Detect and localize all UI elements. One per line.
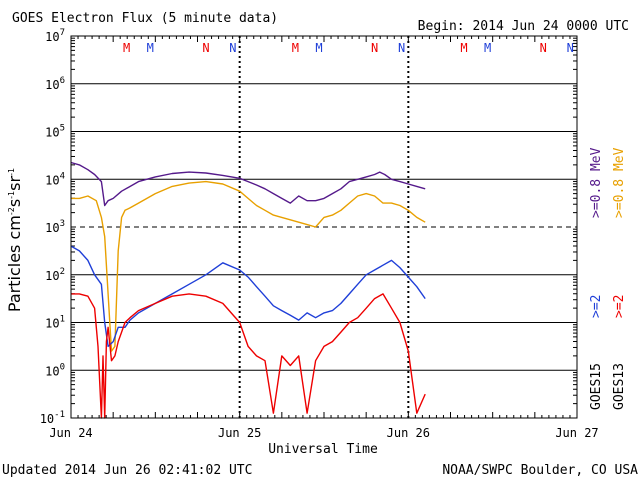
chart-title: GOES Electron Flux (5 minute data) xyxy=(12,11,278,26)
time-marker: M xyxy=(460,41,467,55)
grid xyxy=(71,36,577,418)
y-tick-label: 105 xyxy=(45,124,65,140)
x-tick-labels: Jun 24 Jun 25 Jun 26 Jun 27 xyxy=(49,426,598,440)
time-marker: M xyxy=(484,41,491,55)
y-tick-label: 104 xyxy=(45,171,65,187)
y-tick-label: 102 xyxy=(45,267,65,283)
time-marker: M xyxy=(147,41,154,55)
legend-entry: GOES13 xyxy=(612,363,627,410)
time-marker: N xyxy=(229,41,236,55)
time-marker: M xyxy=(315,41,322,55)
y-tick-label: 101 xyxy=(45,315,65,331)
y-tick-label: 100 xyxy=(45,362,65,378)
y-tick-labels: 107 106 105 104 103 102 101 100 10-1 xyxy=(40,28,65,426)
begin-label: Begin: 2014 Jun 24 0000 UTC xyxy=(418,19,629,34)
time-marker: N xyxy=(202,41,209,55)
y-axis-label: Particles cm-2s-1sr-1 xyxy=(5,168,24,312)
legend-entry: >=2 xyxy=(589,295,604,318)
legend-entry: >=0.8 MeV xyxy=(589,147,604,218)
x-tick-label: Jun 25 xyxy=(218,426,261,440)
time-marker: M xyxy=(292,41,299,55)
y-tick-label: 103 xyxy=(45,219,65,235)
credit-label: NOAA/SWPC Boulder, CO USA xyxy=(442,463,638,478)
x-tick-label: Jun 24 xyxy=(49,426,92,440)
x-tick-label: Jun 26 xyxy=(387,426,430,440)
legend-entry: GOES15 xyxy=(589,363,604,410)
x-tick-label: Jun 27 xyxy=(555,426,598,440)
time-marker: M xyxy=(123,41,130,55)
time-marker: N xyxy=(567,41,574,55)
x-axis-label: Universal Time xyxy=(268,442,378,457)
y-tick-label: 10-1 xyxy=(40,410,65,426)
time-marker: N xyxy=(371,41,378,55)
series-line xyxy=(70,161,426,207)
series-line xyxy=(71,180,426,352)
legend-entry: >=0.8 MeV xyxy=(612,147,627,218)
y-tick-label: 107 xyxy=(45,28,65,44)
plot-frame xyxy=(70,35,578,419)
legend-entry: >=2 xyxy=(612,295,627,318)
time-marker: N xyxy=(540,41,547,55)
series-line xyxy=(71,293,426,419)
y-tick-label: 106 xyxy=(45,76,65,92)
time-marker: N xyxy=(398,41,405,55)
updated-label: Updated 2014 Jun 26 02:41:02 UTC xyxy=(2,463,252,478)
series-line xyxy=(70,245,426,348)
series-layer xyxy=(70,161,426,419)
legend: >=0.8 MeV >=0.8 MeV >=2 >=2 GOES15 GOES13 xyxy=(589,147,627,410)
